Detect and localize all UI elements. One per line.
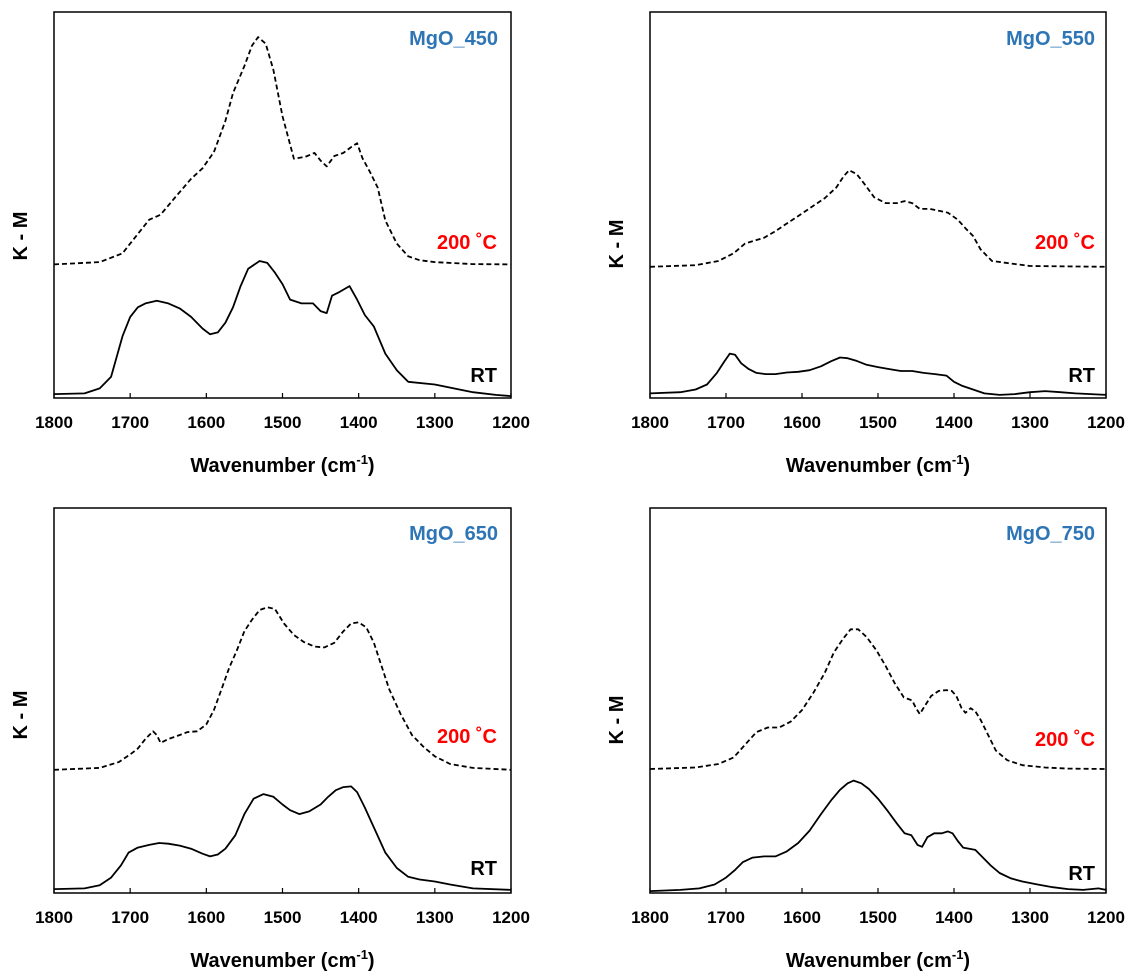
x-tick-label: 1700: [111, 413, 149, 432]
y-axis-label: K - M: [10, 212, 32, 261]
series-line-200c: [53, 606, 512, 771]
chart-panel-2: 1800 1700 1600 1500 1400 1300 1200 Wavenumber (…: [606, 11, 1125, 477]
x-tick-label: 1200: [492, 908, 530, 927]
x-tick-label: 1500: [264, 908, 302, 927]
chart-title: MgO_650: [409, 523, 498, 545]
series-line-200c: [649, 628, 1107, 770]
chart-title: MgO_450: [409, 28, 498, 50]
series-label-rt: RT: [1068, 365, 1095, 387]
x-tick-label: 1600: [187, 908, 225, 927]
series-label-200c: 200 ˚C: [1035, 728, 1095, 751]
x-axis-label: Wavenumber (cm-1): [190, 947, 374, 972]
chart-panel-3: 1800 1700 1600 1500 1400 1300 1200 Wavenumber (…: [10, 507, 530, 972]
x-tick-label: 1500: [859, 908, 897, 927]
x-tick-label: 1300: [416, 908, 454, 927]
x-tick-label: 1300: [1011, 908, 1049, 927]
plot-frame: [649, 507, 1107, 894]
series-label-200c: 200 ˚C: [437, 725, 497, 748]
x-tick-label: 1800: [35, 413, 73, 432]
x-tick-label: 1400: [340, 908, 378, 927]
chart-title: MgO_750: [1006, 523, 1095, 545]
x-tick-label: 1400: [935, 908, 973, 927]
chart-title: MgO_550: [1006, 28, 1095, 50]
x-tick-label: 1200: [1087, 413, 1125, 432]
series-label-rt: RT: [470, 365, 497, 387]
x-tick-label: 1800: [631, 908, 669, 927]
x-tick-label: 1700: [111, 908, 149, 927]
series-line-200c: [649, 169, 1107, 268]
x-tick-label: 1500: [264, 413, 302, 432]
plot-frame: [53, 507, 512, 894]
series-line-rt: [649, 352, 1107, 396]
series-label-200c: 200 ˚C: [1035, 231, 1095, 254]
x-tick-label: 1200: [492, 413, 530, 432]
x-tick-label: 1500: [859, 413, 897, 432]
x-tick-label: 1800: [35, 908, 73, 927]
chart-panel-1: 1800 1700 1600 1500 1400 1300 1200 Wavenumber (…: [10, 11, 530, 477]
chart-panel-4: 1800 1700 1600 1500 1400 1300 1200 Wavenumber (…: [606, 507, 1125, 972]
series-label-200c: 200 ˚C: [437, 231, 497, 254]
plot-frame: [53, 11, 512, 399]
series-label-rt: RT: [1068, 863, 1095, 885]
x-tick-label: 1600: [783, 413, 821, 432]
x-tick-label: 1600: [187, 413, 225, 432]
x-tick-label: 1400: [340, 413, 378, 432]
x-tick-label: 1600: [783, 908, 821, 927]
y-axis-label: K - M: [10, 691, 32, 740]
x-tick-label: 1300: [1011, 413, 1049, 432]
series-line-rt: [53, 785, 512, 891]
x-tick-label: 1200: [1087, 908, 1125, 927]
x-tick-label: 1700: [707, 413, 745, 432]
x-tick-label: 1400: [935, 413, 973, 432]
series-line-rt: [649, 779, 1107, 892]
y-axis-label: K - M: [606, 696, 628, 745]
series-label-rt: RT: [470, 858, 497, 880]
x-tick-label: 1700: [707, 908, 745, 927]
plot-frame: [649, 11, 1107, 399]
series-line-rt: [53, 260, 512, 397]
x-tick-label: 1300: [416, 413, 454, 432]
x-axis-label: Wavenumber (cm-1): [190, 452, 374, 477]
y-axis-label: K - M: [606, 220, 628, 269]
x-axis-label: Wavenumber (cm-1): [786, 947, 970, 972]
x-tick-label: 1800: [631, 413, 669, 432]
series-line-200c: [53, 36, 512, 266]
x-axis-label: Wavenumber (cm-1): [786, 452, 970, 477]
